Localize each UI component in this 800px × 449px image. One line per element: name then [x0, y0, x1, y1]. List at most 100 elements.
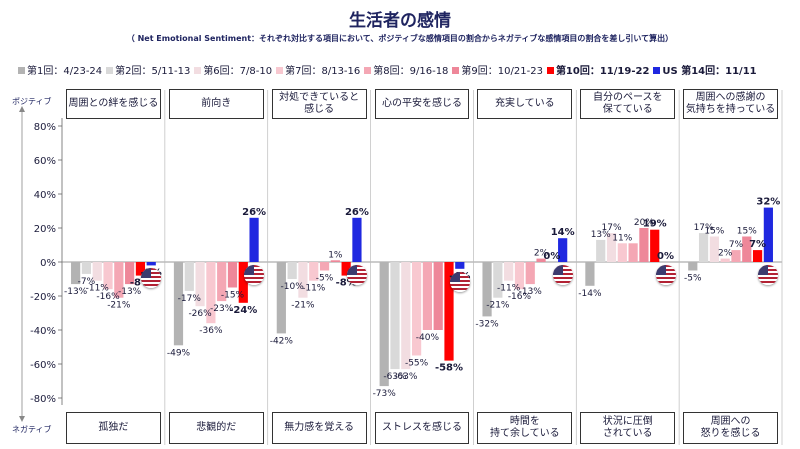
bar	[238, 262, 248, 303]
negative-category-label: ストレスを感じる	[374, 412, 470, 444]
legend-item: 第6回：7/8-10	[194, 62, 272, 77]
bar	[287, 262, 297, 279]
bar	[709, 236, 719, 262]
data-label: 20%	[634, 218, 654, 228]
data-label: 17%	[602, 223, 622, 233]
bar	[433, 262, 443, 330]
negative-axis-label: ネガティブ	[12, 425, 52, 434]
legend-swatch	[546, 67, 554, 74]
y-tick-label: 40%	[34, 190, 56, 201]
data-label: 11%	[612, 233, 632, 243]
bar	[352, 217, 362, 262]
negative-category-label: 悲観的だ	[168, 412, 264, 444]
y-tick-label: -20%	[30, 292, 56, 303]
legend-item: 第2回：5/11-13	[106, 62, 190, 77]
positive-category-label: 周囲との絆を感じる	[66, 89, 161, 119]
data-label: -13%	[118, 287, 142, 297]
y-tick-label: 0%	[40, 258, 56, 269]
positive-category-label: 前向き	[168, 89, 264, 119]
positive-category-label: 充実している	[477, 89, 573, 119]
data-label: -5%	[316, 274, 334, 284]
data-label: -32%	[475, 319, 499, 329]
data-label: 1%	[328, 250, 343, 260]
bar	[720, 258, 730, 262]
data-label: -21%	[486, 301, 510, 311]
legend-label: 第10回：11/19-22	[555, 66, 650, 77]
bar	[146, 262, 156, 266]
legend: 第1回：4/23-24 第2回：5/11-13 第6回：7/8-10 第7回：8/13…	[18, 62, 761, 77]
bar	[217, 262, 227, 302]
data-label: -21%	[291, 301, 315, 311]
data-label: -26%	[188, 309, 212, 319]
positive-category-label: 対処できていると 感じる	[271, 89, 367, 119]
legend-item: 第10回：11/19-22	[546, 62, 650, 77]
bar	[206, 262, 216, 324]
positive-category-label: 心の平安を感じる	[374, 89, 470, 119]
bar	[249, 217, 259, 262]
data-label: -16%	[96, 292, 120, 302]
us-flag-icon	[244, 265, 265, 285]
negative-category-label: 時間を 持て余している	[477, 412, 573, 444]
bar	[330, 260, 340, 262]
bar	[71, 262, 81, 285]
data-label: -55%	[405, 359, 429, 369]
data-label: 32%	[756, 197, 780, 208]
bar	[309, 262, 319, 281]
y-tick-label: -80%	[30, 394, 56, 405]
bar	[596, 239, 606, 262]
bar	[135, 262, 146, 276]
data-label: -5%	[684, 274, 702, 284]
bar	[390, 262, 400, 370]
data-label: -15%	[221, 291, 245, 301]
positive-axis-label: ポジティブ	[12, 97, 52, 106]
bar	[525, 262, 535, 285]
bar	[401, 262, 411, 370]
bar	[752, 250, 763, 262]
data-label: -36%	[199, 326, 223, 336]
data-label: -14%	[578, 289, 602, 299]
data-label: -8%	[130, 278, 151, 289]
data-label: 17%	[694, 223, 714, 233]
y-tick-label: 20%	[34, 224, 56, 235]
data-label: 26%	[345, 207, 369, 218]
data-label: -11%	[302, 284, 326, 294]
bar	[81, 262, 92, 274]
data-label: -49%	[167, 348, 191, 358]
negative-category-label: 周囲への 怒りを感じる	[683, 412, 778, 444]
positive-category-label: 周囲への感謝の 気持ちを持っている	[683, 89, 778, 119]
us-flag-icon	[346, 265, 367, 285]
legend-label: 第9回：10/21-23	[461, 66, 543, 77]
data-label: -13%	[64, 287, 88, 297]
bar	[173, 262, 184, 346]
negative-category-label: 孤独だ	[66, 412, 161, 444]
bar	[617, 243, 627, 262]
bar	[763, 207, 773, 262]
bar	[92, 262, 102, 281]
legend-swatch	[452, 67, 460, 74]
y-tick-label: -40%	[30, 326, 56, 337]
data-label: 7%	[729, 240, 744, 250]
bar	[103, 262, 113, 290]
data-label: -63%	[394, 372, 418, 382]
bar	[444, 262, 454, 361]
legend-swatch	[276, 67, 284, 74]
legend-swatch	[106, 67, 114, 74]
bar	[455, 262, 465, 269]
bar	[341, 262, 351, 276]
data-label: 14%	[551, 227, 575, 238]
data-label: 0%	[657, 251, 674, 262]
data-label: -24%	[229, 305, 257, 316]
y-tick-label: 80%	[34, 122, 56, 133]
data-label: 15%	[704, 227, 724, 237]
legend-label: 第6回：7/8-10	[203, 66, 273, 77]
data-label: 2%	[718, 249, 733, 259]
bar	[125, 262, 135, 285]
negative-category-label: 無力感を覚える	[271, 412, 367, 444]
y-tick-label: -60%	[30, 360, 56, 371]
us-flag-icon	[141, 268, 162, 289]
data-label: 15%	[737, 227, 757, 237]
data-label: -8%	[336, 278, 357, 289]
bar	[184, 262, 194, 291]
data-label: -7%	[78, 277, 96, 287]
legend-label: 第1回：4/23-24	[27, 66, 103, 77]
